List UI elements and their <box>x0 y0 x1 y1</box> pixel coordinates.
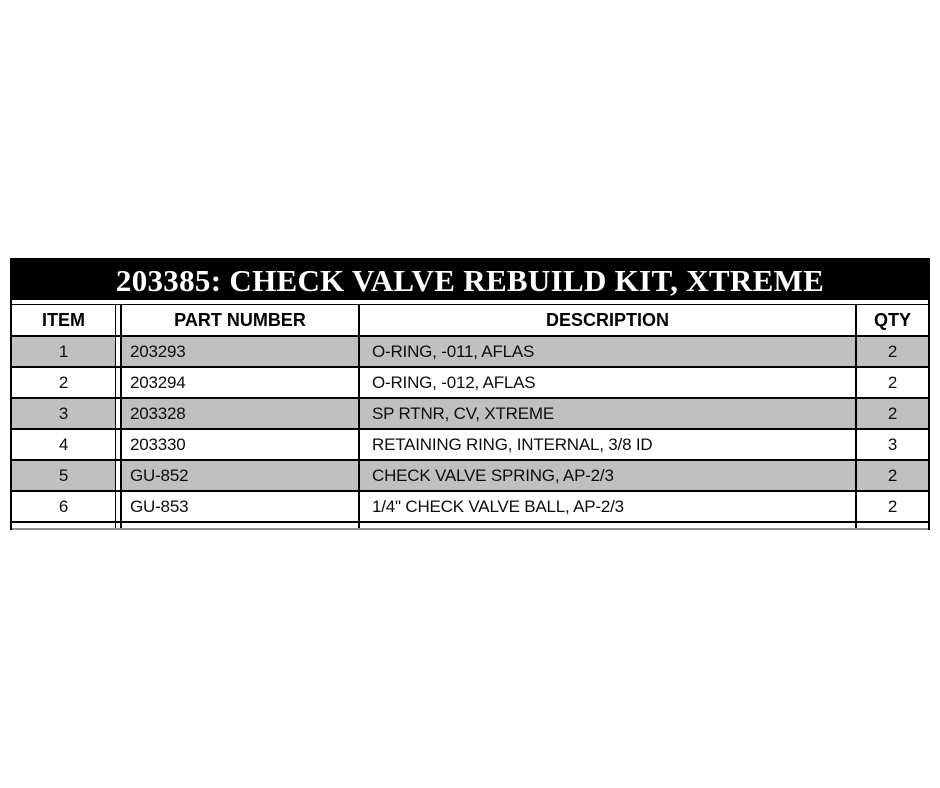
description-cell: RETAINING RING, INTERNAL, 3/8 ID <box>360 430 857 459</box>
table-row: 6 GU-853 1/4" CHECK VALVE BALL, AP-2/3 2 <box>12 492 928 523</box>
cutoff-row <box>12 523 928 530</box>
item-cell: 3 <box>12 399 116 428</box>
description-cell <box>360 523 857 528</box>
qty-cell: 2 <box>857 399 928 428</box>
table-row: 2 203294 O-RING, -012, AFLAS 2 <box>12 368 928 399</box>
qty-cell: 2 <box>857 337 928 366</box>
col-header-item: ITEM <box>12 305 116 335</box>
table-title: 203385: CHECK VALVE REBUILD KIT, XTREME <box>115 262 825 298</box>
item-cell: 5 <box>12 461 116 490</box>
part-number-cell: 203294 <box>120 368 360 397</box>
table-row: 4 203330 RETAINING RING, INTERNAL, 3/8 I… <box>12 430 928 461</box>
description-cell: SP RTNR, CV, XTREME <box>360 399 857 428</box>
part-number-cell: 203328 <box>120 399 360 428</box>
item-cell <box>12 523 116 528</box>
qty-cell <box>857 523 928 528</box>
qty-cell: 2 <box>887 372 898 392</box>
table-title-bar: 203385: CHECK VALVE REBUILD KIT, XTREME <box>10 258 930 300</box>
qty-cell: 2 <box>887 496 898 516</box>
col-header-qty: QTY <box>873 309 911 330</box>
item-cell: 2 <box>12 368 116 397</box>
header-row: ITEM PART NUMBER DESCRIPTION QTY <box>12 304 928 337</box>
item-cell: 6 <box>12 492 116 521</box>
column-divider <box>116 523 120 528</box>
parts-table: 203385: CHECK VALVE REBUILD KIT, XTREME … <box>10 258 930 530</box>
item-cell: 4 <box>12 430 116 459</box>
qty-cell: 2 <box>857 461 928 490</box>
table-row: 5 GU-852 CHECK VALVE SPRING, AP-2/3 2 <box>12 461 928 492</box>
part-number-cell: GU-853 <box>120 492 360 521</box>
column-divider <box>116 337 120 366</box>
table-grid: ITEM PART NUMBER DESCRIPTION QTY 1 20329… <box>10 300 930 530</box>
column-divider <box>116 305 120 335</box>
column-divider <box>116 430 120 459</box>
part-number-cell <box>120 523 360 528</box>
description-cell: CHECK VALVE SPRING, AP-2/3 <box>360 461 857 490</box>
part-number-cell: GU-852 <box>120 461 360 490</box>
column-divider <box>116 492 120 521</box>
part-number-cell: 203293 <box>120 337 360 366</box>
col-header-description: DESCRIPTION <box>360 305 857 335</box>
description-cell: 1/4" CHECK VALVE BALL, AP-2/3 <box>360 492 857 521</box>
qty-cell: 3 <box>887 434 898 454</box>
table-body: 1 203293 O-RING, -011, AFLAS 2 2 203294 … <box>12 337 928 523</box>
table-row: 1 203293 O-RING, -011, AFLAS 2 <box>12 337 928 368</box>
description-cell: O-RING, -011, AFLAS <box>360 337 857 366</box>
description-cell: O-RING, -012, AFLAS <box>360 368 857 397</box>
column-divider <box>116 399 120 428</box>
part-number-cell: 203330 <box>120 430 360 459</box>
column-divider <box>116 368 120 397</box>
col-header-part-number: PART NUMBER <box>120 305 360 335</box>
item-cell: 1 <box>12 337 116 366</box>
table-row: 3 203328 SP RTNR, CV, XTREME 2 <box>12 399 928 430</box>
column-divider <box>116 461 120 490</box>
